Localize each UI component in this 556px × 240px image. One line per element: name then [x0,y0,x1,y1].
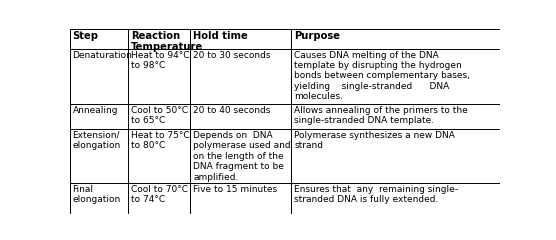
Text: Annealing: Annealing [72,106,118,115]
Bar [190,104,291,129]
Bar [70,49,128,104]
Bar [190,29,291,49]
Bar [291,49,500,104]
Text: Step: Step [72,31,98,41]
Text: Cool to 50°C
to 65°C: Cool to 50°C to 65°C [131,106,188,126]
Bar [128,104,190,129]
Bar [70,183,128,214]
Bar [128,49,190,104]
Text: 20 to 40 seconds: 20 to 40 seconds [193,106,271,115]
Bar [291,104,500,129]
Text: Reaction
Temperature: Reaction Temperature [131,31,203,52]
Bar [128,129,190,183]
Text: Allows annealing of the primers to the
single-stranded DNA template.: Allows annealing of the primers to the s… [295,106,468,126]
Text: Ensures that  any  remaining single-
stranded DNA is fully extended.: Ensures that any remaining single- stran… [295,185,459,204]
Text: Denaturation: Denaturation [72,51,132,60]
Bar [190,129,291,183]
Bar [70,29,128,49]
Text: Hold time: Hold time [193,31,248,41]
Text: Purpose: Purpose [295,31,340,41]
Text: Five to 15 minutes: Five to 15 minutes [193,185,277,194]
Text: Heat to 75°C
to 80°C: Heat to 75°C to 80°C [131,131,189,150]
Bar [291,29,500,49]
Text: Final
elongation: Final elongation [72,185,121,204]
Bar [291,183,500,214]
Bar [70,104,128,129]
Bar [128,183,190,214]
Bar [190,183,291,214]
Text: Causes DNA melting of the DNA
template by disrupting the hydrogen
bonds between : Causes DNA melting of the DNA template b… [295,51,470,101]
Text: Polymerase synthesizes a new DNA
strand: Polymerase synthesizes a new DNA strand [295,131,455,150]
Bar [128,29,190,49]
Text: Depends on  DNA
polymerase used and
on the length of the
DNA fragment to be
ampl: Depends on DNA polymerase used and on th… [193,131,291,182]
Text: Cool to 70°C
to 74°C: Cool to 70°C to 74°C [131,185,188,204]
Bar [190,49,291,104]
Bar [70,129,128,183]
Text: Heat to 94°C
to 98°C: Heat to 94°C to 98°C [131,51,189,70]
Bar [291,129,500,183]
Text: 20 to 30 seconds: 20 to 30 seconds [193,51,271,60]
Text: Extension/
elongation: Extension/ elongation [72,131,121,150]
